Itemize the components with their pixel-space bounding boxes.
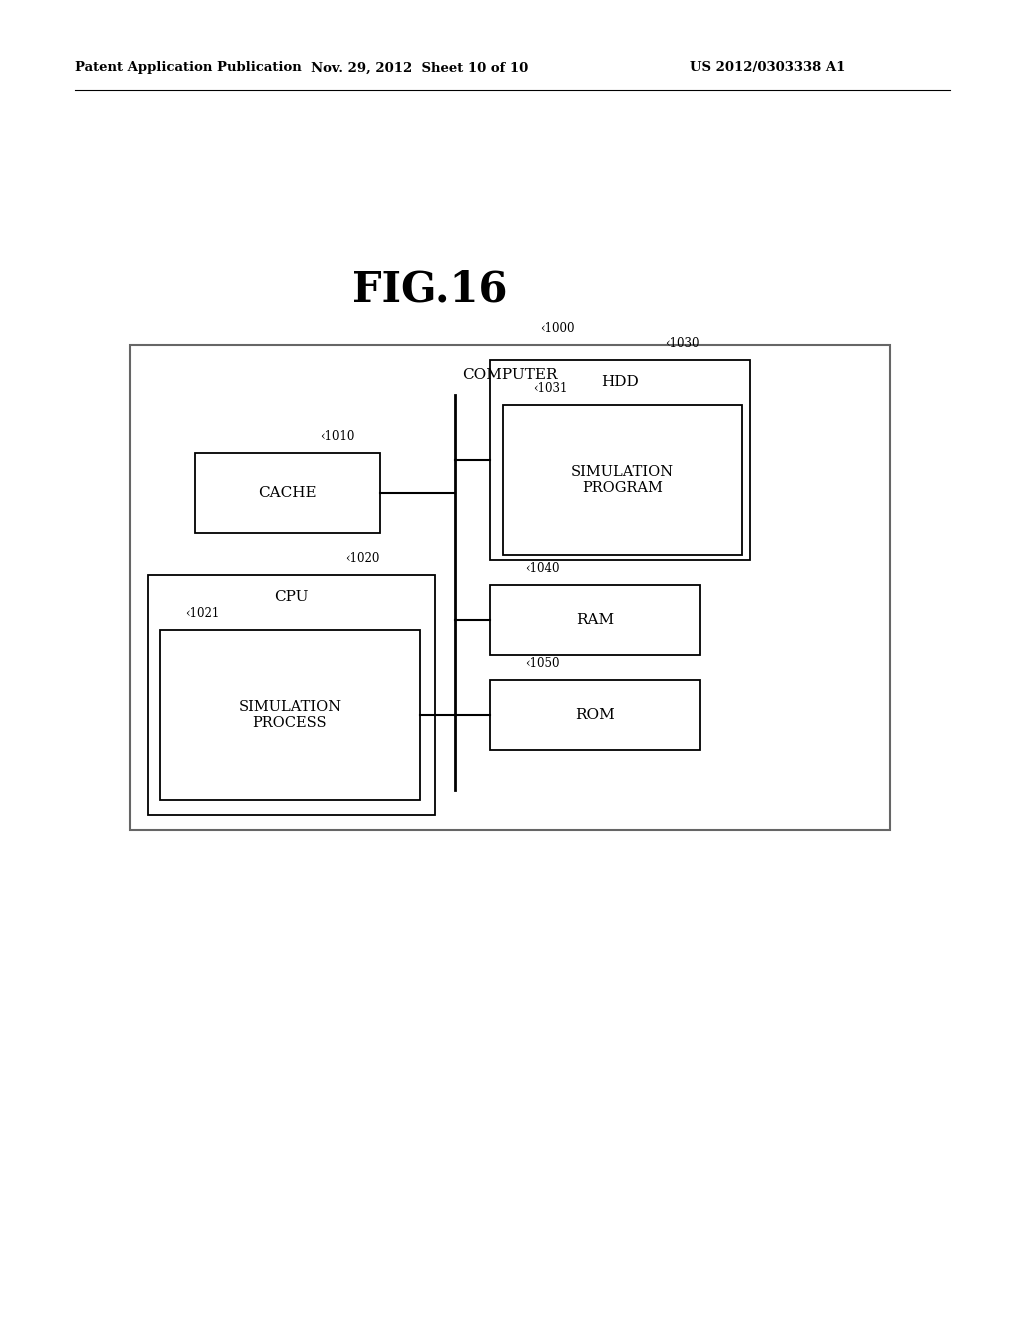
Bar (490, 680, 700, 750)
Text: ‹1010: ‹1010 (319, 430, 354, 444)
Text: CPU: CPU (274, 590, 309, 605)
Text: ROM: ROM (575, 708, 614, 722)
Text: ‹1050: ‹1050 (525, 657, 559, 671)
Text: RAM: RAM (575, 612, 614, 627)
Text: ‹1020: ‹1020 (345, 552, 379, 565)
Text: FIG.16: FIG.16 (352, 269, 508, 312)
Bar (148, 576, 435, 814)
Text: SIMULATION
PROGRAM: SIMULATION PROGRAM (571, 465, 674, 495)
Bar (490, 585, 700, 655)
Bar (160, 630, 420, 800)
Text: ‹1031: ‹1031 (534, 381, 567, 395)
Text: ‹1000: ‹1000 (540, 322, 574, 335)
Bar (490, 360, 750, 560)
Text: ‹1030: ‹1030 (665, 337, 699, 350)
Bar (130, 345, 890, 830)
Text: SIMULATION
PROCESS: SIMULATION PROCESS (239, 700, 342, 730)
Text: Patent Application Publication: Patent Application Publication (75, 62, 302, 74)
Text: ‹1040: ‹1040 (525, 562, 559, 576)
Text: COMPUTER: COMPUTER (462, 368, 558, 381)
Text: CACHE: CACHE (258, 486, 316, 500)
Text: ‹1021: ‹1021 (185, 607, 219, 620)
Text: HDD: HDD (601, 375, 639, 389)
Text: Nov. 29, 2012  Sheet 10 of 10: Nov. 29, 2012 Sheet 10 of 10 (311, 62, 528, 74)
Bar (503, 405, 742, 554)
Bar (195, 453, 380, 533)
Text: US 2012/0303338 A1: US 2012/0303338 A1 (690, 62, 846, 74)
